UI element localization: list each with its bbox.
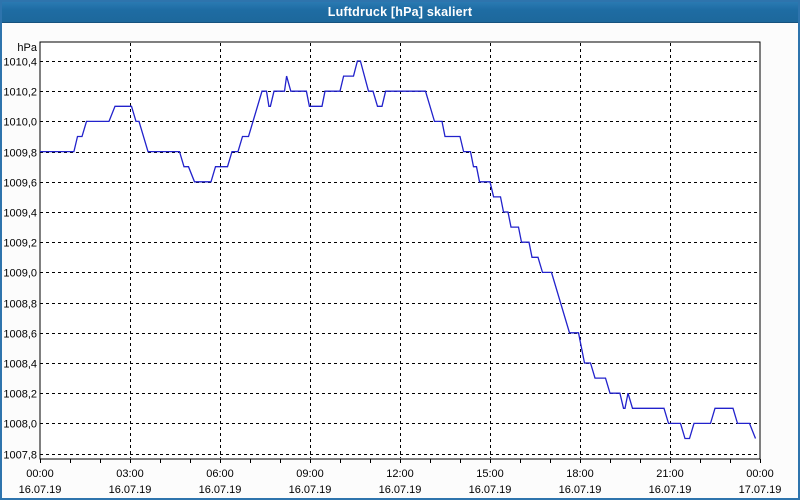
pressure-series-line: [40, 60, 757, 440]
y-axis-tick-label: 1007,8: [3, 450, 37, 462]
x-axis-date-label: 16.07.19: [379, 484, 422, 496]
y-axis-tick-label: 1009,6: [3, 178, 37, 190]
chart-region: 1010,4 1010,2 1010,0 1009,8 1009,6 1009,4 1009…: [2, 23, 798, 498]
x-axis-time-label: 18:00: [566, 468, 594, 480]
x-axis-date-label: 17.07.19: [739, 484, 782, 496]
y-axis-unit-label: hPa: [17, 42, 37, 54]
x-axis-time-label: 06:00: [206, 468, 234, 480]
x-axis-date-label: 16.07.19: [109, 484, 152, 496]
y-axis-tick-label: 1010,2: [3, 87, 37, 99]
y-axis-tick-label: 1010,0: [3, 117, 37, 129]
y-axis-tick-label: 1009,4: [3, 208, 37, 220]
window-title: Luftdruck [hPa] skaliert: [327, 5, 473, 19]
x-axis-time-label: 09:00: [296, 468, 324, 480]
y-axis-tick-label: 1009,8: [3, 148, 37, 160]
x-axis-date-label: 16.07.19: [19, 484, 62, 496]
x-axis-time-label: 15:00: [476, 468, 504, 480]
x-axis-date-label: 16.07.19: [469, 484, 512, 496]
y-axis-tick-label: 1008,2: [3, 389, 37, 401]
y-axis-tick-label: 1008,8: [3, 299, 37, 311]
x-axis-time-label: 00:00: [26, 468, 54, 480]
window-titlebar: Luftdruck [hPa] skaliert: [2, 2, 798, 23]
pressure-line-chart: 1010,4 1010,2 1010,0 1009,8 1009,6 1009,4 1009…: [3, 41, 782, 496]
y-axis-tick-label: 1008,4: [3, 359, 37, 371]
x-axis-date-label: 16.07.19: [199, 484, 242, 496]
y-axis-tick-label: 1009,2: [3, 238, 37, 250]
x-axis-date-label: 16.07.19: [649, 484, 692, 496]
x-axis-date-label: 16.07.19: [559, 484, 602, 496]
x-axis-time-label: 03:00: [116, 468, 144, 480]
y-axis-tick-label: 1008,6: [3, 329, 37, 341]
x-axis-time-label: 21:00: [656, 468, 684, 480]
y-axis-tick-label: 1009,0: [3, 268, 37, 280]
x-axis-date-label: 16.07.19: [289, 484, 332, 496]
y-axis-tick-label: 1010,4: [3, 57, 37, 69]
x-axis-time-label: 12:00: [386, 468, 414, 480]
x-axis-time-label: 00:00: [746, 468, 774, 480]
y-axis-tick-label: 1008,0: [3, 419, 37, 431]
